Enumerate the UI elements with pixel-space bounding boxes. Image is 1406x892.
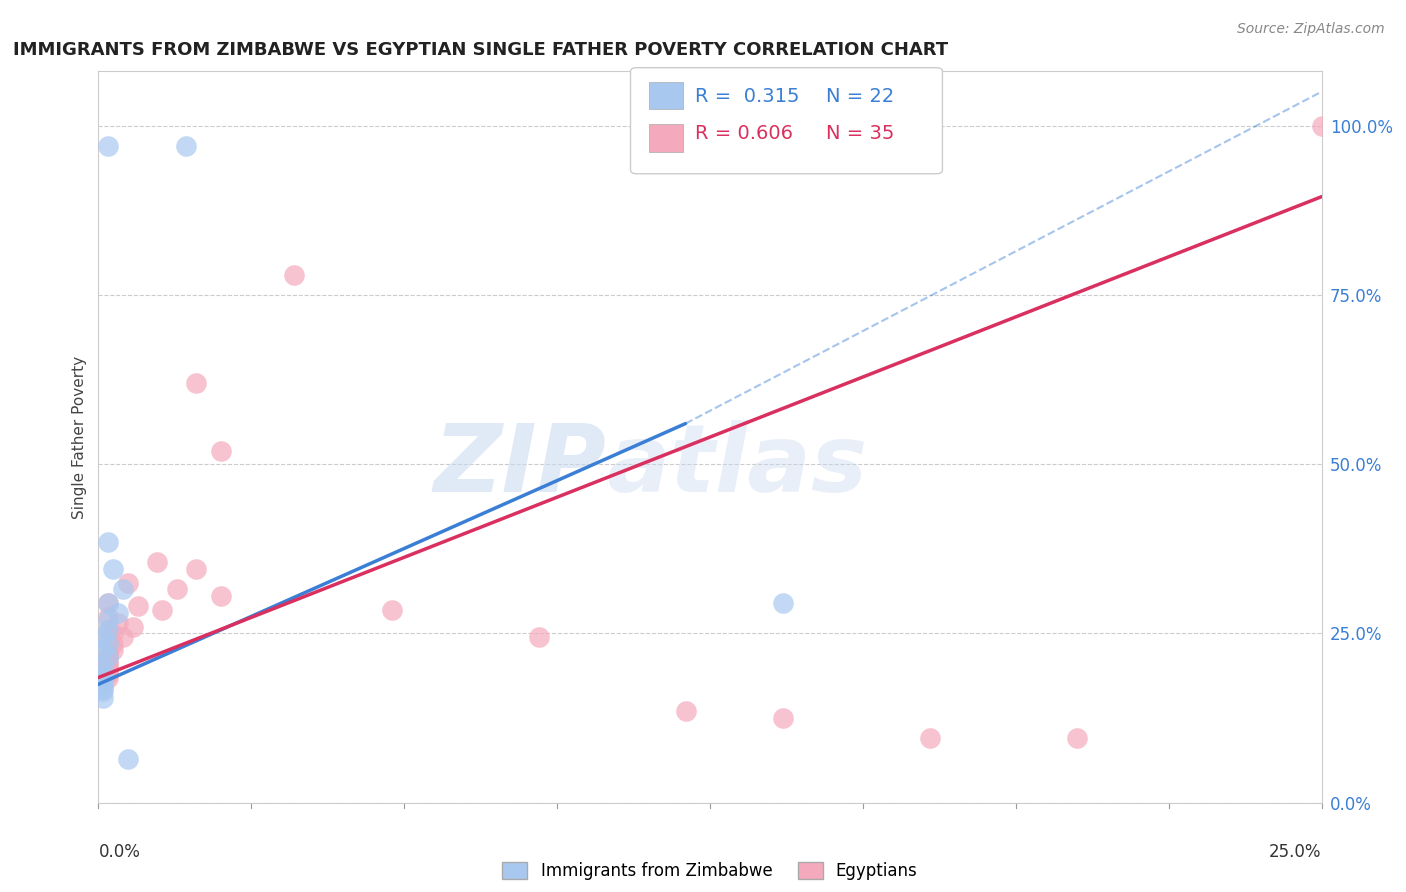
FancyBboxPatch shape [630,68,942,174]
Point [91,677,114,691]
Point [209,589,232,603]
Point [97,667,120,681]
Point [91,671,114,685]
Point [283,268,305,282]
Point [91,643,114,657]
Point [117,752,139,766]
Point [97,623,120,637]
Bar [650,124,683,152]
Point [91,690,114,705]
Point [97,664,120,678]
Point [111,582,134,597]
Text: Source: ZipAtlas.com: Source: ZipAtlas.com [1237,22,1385,37]
Point [772,596,794,610]
Point [91,681,114,695]
Point [91,667,114,681]
Text: atlas: atlas [606,420,868,512]
Point [97,657,120,671]
Point [166,582,188,597]
Point [209,443,232,458]
Text: N = 35: N = 35 [827,124,894,143]
Point [527,630,550,644]
Point [150,603,173,617]
Point [97,671,120,685]
Point [101,637,124,651]
Point [97,596,120,610]
Bar [650,81,683,110]
Point [97,596,120,610]
Point [101,626,124,640]
Point [91,660,114,674]
Point [97,637,120,651]
Point [97,609,120,624]
Point [675,705,697,719]
Point [111,630,134,644]
Point [97,633,120,648]
Point [97,535,120,549]
Point [127,599,149,614]
Point [101,562,124,576]
Point [97,650,120,665]
Point [97,660,120,674]
Point [97,647,120,661]
Point [1066,731,1088,746]
Point [146,555,169,569]
Point [176,139,198,153]
Point [97,654,120,668]
Legend: Immigrants from Zimbabwe, Egyptians: Immigrants from Zimbabwe, Egyptians [496,855,924,887]
Point [121,620,143,634]
Text: IMMIGRANTS FROM ZIMBABWE VS EGYPTIAN SINGLE FATHER POVERTY CORRELATION CHART: IMMIGRANTS FROM ZIMBABWE VS EGYPTIAN SIN… [13,41,948,59]
Y-axis label: Single Father Poverty: Single Father Poverty [72,356,87,518]
Point [97,623,120,637]
Point [101,643,124,657]
Point [381,603,404,617]
Point [920,731,942,746]
Text: 0.0%: 0.0% [98,843,141,861]
Point [97,139,120,153]
Point [91,630,114,644]
Point [186,562,208,576]
Point [186,376,208,390]
Point [117,575,139,590]
Text: R =  0.315: R = 0.315 [696,87,800,106]
Point [97,613,120,627]
Point [1310,119,1333,133]
Text: 25.0%: 25.0% [1270,843,1322,861]
Point [107,616,129,631]
Point [91,684,114,698]
Point [107,606,129,620]
Text: N = 22: N = 22 [827,87,894,106]
Text: ZIP: ZIP [433,420,606,512]
Text: R = 0.606: R = 0.606 [696,124,793,143]
Point [97,650,120,665]
Point [772,711,794,725]
